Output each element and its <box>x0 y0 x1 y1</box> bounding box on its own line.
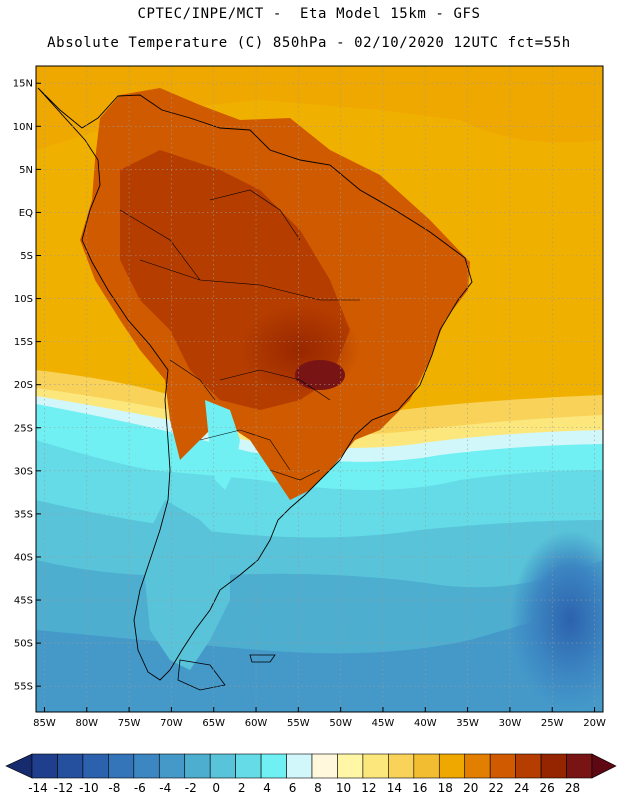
colorbar-label: 14 <box>387 781 402 795</box>
colorbar-swatch <box>133 753 160 779</box>
colorbar-swatch <box>108 753 135 779</box>
lon-tick-label: 30W <box>499 718 522 729</box>
colorbar-swatch <box>311 753 338 779</box>
colorbar-label: 6 <box>289 781 297 795</box>
lat-tick-label: 40S <box>14 552 33 563</box>
colorbar-label: 18 <box>438 781 453 795</box>
colorbar-label: 22 <box>489 781 504 795</box>
lon-tick-label: 55W <box>287 718 310 729</box>
colorbar-swatch <box>158 753 186 779</box>
falklands-outline <box>249 654 276 663</box>
colorbar-swatch <box>337 753 364 779</box>
colorbar-label: 0 <box>212 781 220 795</box>
lon-tick-label: 40W <box>414 718 437 729</box>
lat-tick-label: EQ <box>19 208 33 219</box>
lat-tick-label: 20S <box>14 380 33 391</box>
lon-tick-label: 70W <box>160 718 183 729</box>
colorbar-label: -10 <box>79 781 99 795</box>
tierra-del-fuego-outline <box>177 659 226 691</box>
colorbar-swatch <box>82 753 109 779</box>
lon-tick-label: 80W <box>75 718 98 729</box>
map-frame <box>35 65 604 713</box>
chart-title-line2: Absolute Temperature (C) 850hPa - 02/10/… <box>47 35 571 51</box>
colorbar-swatch <box>31 753 58 779</box>
colorbar-swatch <box>438 753 466 779</box>
lat-tick-label: 10N <box>13 122 33 133</box>
colorbar-label: 8 <box>314 781 322 795</box>
colorbar-swatch <box>362 753 389 779</box>
colorbar-label: 4 <box>263 781 271 795</box>
lat-tick-label: 15S <box>14 337 33 348</box>
colorbar-high-arrow <box>591 753 617 779</box>
colorbar-swatch <box>388 753 415 779</box>
lat-tick-label: 50S <box>14 639 33 650</box>
lat-tick-label: 15N <box>13 79 33 90</box>
colorbar-label: -6 <box>134 781 146 795</box>
colorbar-label: 12 <box>361 781 376 795</box>
lat-tick-label: 10S <box>14 294 33 305</box>
lat-tick-label: 25S <box>14 423 33 434</box>
colorbar-label: -14 <box>28 781 48 795</box>
lat-tick-label: 5S <box>20 251 33 262</box>
country-borders <box>119 189 360 481</box>
lon-tick-label: 25W <box>541 718 564 729</box>
lon-tick-label: 20W <box>583 718 606 729</box>
lon-tick-label: 60W <box>245 718 268 729</box>
lat-tick-label: 30S <box>14 466 33 477</box>
graticule <box>36 66 603 712</box>
lat-tick-label: 35S <box>14 509 33 520</box>
colorbar-swatch <box>413 753 440 779</box>
lat-tick-label: 45S <box>14 596 33 607</box>
colorbar-swatch <box>235 753 262 779</box>
colorbar-label: -4 <box>159 781 171 795</box>
colorbar-label: 28 <box>565 781 580 795</box>
colorbar-low-arrow <box>5 753 33 779</box>
colorbar-label: -2 <box>185 781 197 795</box>
colorbar-swatch <box>260 753 287 779</box>
lon-tick-label: 45W <box>372 718 395 729</box>
colorbar-label: 24 <box>514 781 529 795</box>
field-deepblue-band <box>36 600 603 712</box>
colorbar-swatch <box>515 753 542 779</box>
colorbar-swatch <box>540 753 567 779</box>
colorbar-swatch <box>566 753 593 779</box>
latitude-axis: 15N 10N 5N EQ 5S 10S 15S 20S 25S 30S 35S 40S 45S 50S 5… <box>13 79 41 693</box>
colorbar-label: -8 <box>108 781 120 795</box>
lon-tick-label: 35W <box>456 718 479 729</box>
lon-tick-label: 85W <box>33 718 56 729</box>
lon-tick-label: 75W <box>118 718 141 729</box>
field-north-band <box>36 66 603 150</box>
field-cold-core <box>510 530 603 710</box>
colorbar-swatch <box>57 753 84 779</box>
colorbar-swatch <box>489 753 516 779</box>
lon-tick-label: 65W <box>202 718 225 729</box>
colorbar-swatch <box>184 753 211 779</box>
chart-title-line1: CPTEC/INPE/MCT - Eta Model 15km - GFS <box>137 6 481 22</box>
continent-coastline <box>37 87 473 681</box>
colorbar-label: 26 <box>539 781 554 795</box>
colorbar: -14 -12 -10 -8 -6 -4 -2 0 2 4 6 8 10 12 14 16 18 20 22 24 26… <box>5 753 617 795</box>
temperature-field <box>36 66 603 712</box>
lon-tick-label: 50W <box>329 718 352 729</box>
lat-tick-label: 55S <box>14 682 33 693</box>
colorbar-label: -12 <box>54 781 74 795</box>
colorbar-swatch <box>209 753 236 779</box>
colorbar-swatch <box>464 753 491 779</box>
longitude-axis: 85W 80W 75W 70W 65W 60W 55W 50W 45W 40W 35W 30W 25W 2… <box>33 707 606 729</box>
colorbar-swatch <box>286 753 313 779</box>
colorbar-label: 20 <box>463 781 478 795</box>
colorbar-label: 2 <box>238 781 246 795</box>
patagonia-field <box>145 500 230 670</box>
hottest-core <box>295 360 345 390</box>
colorbar-label: 10 <box>336 781 351 795</box>
colorbar-label: 16 <box>412 781 427 795</box>
lat-tick-label: 5N <box>19 165 33 176</box>
